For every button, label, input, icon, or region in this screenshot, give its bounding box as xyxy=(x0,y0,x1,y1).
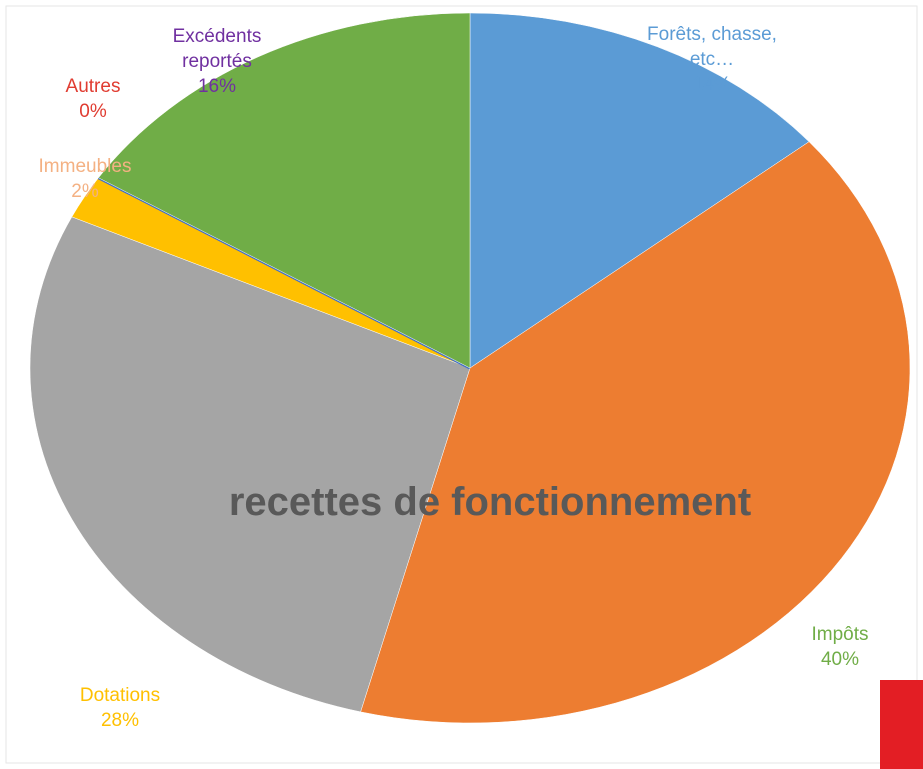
category-name: Excédents reportés xyxy=(172,26,262,72)
slice-label: Dotations 28% xyxy=(55,683,185,733)
value-label: 14% xyxy=(692,74,732,95)
slice xyxy=(98,12,471,369)
slice-label: Immeubles 2% xyxy=(20,154,150,204)
frame xyxy=(5,5,918,764)
value-label: 28% xyxy=(100,710,140,731)
category-name: Dotations xyxy=(79,685,161,706)
slices xyxy=(29,12,911,724)
slice xyxy=(29,216,471,713)
category-name: Immeubles xyxy=(38,156,132,177)
corner-block xyxy=(880,680,923,769)
category-name: Forêts, chasse, etc… xyxy=(647,24,777,70)
category-name: Impôts xyxy=(811,624,869,645)
value-label: 16% xyxy=(197,76,237,97)
value-label: 2% xyxy=(71,181,99,202)
slice xyxy=(360,141,911,724)
value-label: 40% xyxy=(820,649,860,670)
chart-title: recettes de fonctionnement xyxy=(228,480,752,524)
slice-label: Autres 0% xyxy=(48,74,138,124)
slice-label: Forêts, chasse, etc… 14% xyxy=(637,22,787,97)
value-label: 0% xyxy=(79,101,107,122)
slice xyxy=(469,12,810,369)
category-name: Autres xyxy=(65,76,121,97)
slice-label: Impôts 40% xyxy=(795,622,885,672)
slice-label: Excédents reportés 16% xyxy=(142,24,292,99)
